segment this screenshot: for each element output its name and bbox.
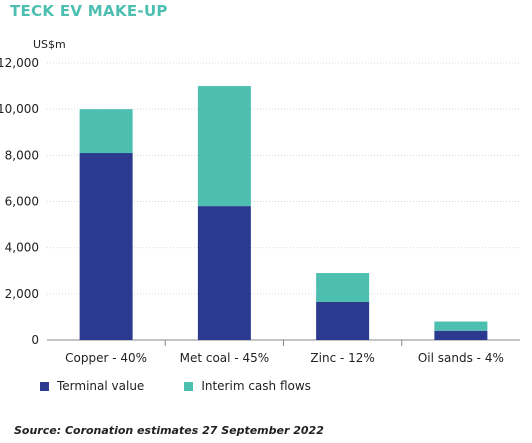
legend-label-interim-cash-flows: Interim cash flows xyxy=(201,379,311,393)
bar-terminal-value xyxy=(197,206,251,340)
y-tick-label: 6,000 xyxy=(5,195,39,209)
legend: Terminal value Interim cash flows xyxy=(40,379,351,393)
bar-interim-cash-flows xyxy=(197,86,251,207)
source-note: Source: Coronation estimates 27 Septembe… xyxy=(14,424,324,437)
legend-swatch-terminal-value xyxy=(40,381,49,391)
x-tick-label: Oil sands - 4% xyxy=(418,351,504,365)
bar-interim-cash-flows xyxy=(434,321,488,331)
chart-title: TECK EV MAKE-UP xyxy=(10,2,168,20)
bar-interim-cash-flows xyxy=(316,273,370,302)
y-axis-unit: US$m xyxy=(33,38,66,51)
y-tick-label: 2,000 xyxy=(5,287,39,301)
legend-label-terminal-value: Terminal value xyxy=(57,379,145,393)
bar-terminal-value xyxy=(434,330,488,340)
legend-item-terminal-value: Terminal value xyxy=(40,379,144,393)
legend-swatch-interim-cash-flows xyxy=(184,381,194,391)
bar-terminal-value xyxy=(79,153,133,340)
bar-terminal-value xyxy=(316,301,370,340)
y-tick-label: 10,000 xyxy=(0,102,39,116)
legend-item-interim-cash-flows: Interim cash flows xyxy=(184,379,311,393)
x-tick-label: Zinc - 12% xyxy=(310,351,374,365)
y-tick-label: 8,000 xyxy=(5,148,39,162)
y-tick-label: 4,000 xyxy=(5,241,39,255)
y-tick-label: 12,000 xyxy=(0,56,39,70)
x-tick-label: Copper - 40% xyxy=(65,351,147,365)
bar-interim-cash-flows xyxy=(79,109,133,154)
x-tick-label: Met coal - 45% xyxy=(180,351,270,365)
y-tick-label: 0 xyxy=(31,333,39,347)
